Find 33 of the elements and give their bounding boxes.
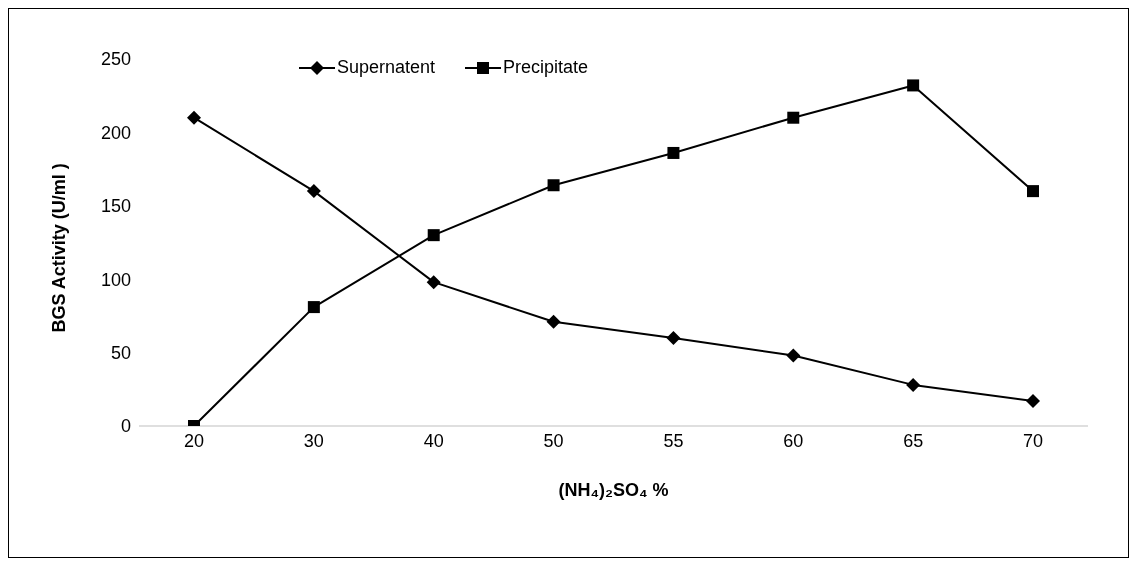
x-tick-label: 70	[1022, 430, 1044, 451]
point	[786, 348, 801, 363]
x-tick-label: 55	[663, 430, 684, 451]
point	[546, 314, 561, 329]
point	[1027, 185, 1039, 198]
point	[667, 146, 680, 159]
x-tick-label: 20	[183, 430, 205, 451]
point	[187, 110, 201, 125]
legend-label: Supernatent	[337, 57, 436, 78]
y-tick-label: 250	[100, 49, 131, 70]
point	[307, 301, 320, 314]
y-tick-label: 0	[120, 416, 131, 437]
x-tick-label: 30	[303, 430, 324, 451]
x-tick-label: 65	[903, 430, 924, 451]
point	[666, 330, 681, 345]
point	[907, 79, 920, 92]
point	[427, 229, 440, 242]
legend-label: Precipitate	[503, 57, 589, 78]
y-tick-label: 50	[110, 342, 131, 363]
point	[1026, 394, 1040, 409]
y-tick-label: 200	[100, 122, 131, 143]
x-axis-title: (NH₄)₂SO₄ %	[558, 480, 669, 500]
x-tick-label: 40	[423, 430, 444, 451]
point	[906, 377, 921, 392]
point	[787, 111, 800, 124]
point	[306, 184, 321, 199]
point	[426, 275, 441, 290]
x-tick-label: 50	[543, 430, 564, 451]
point	[547, 179, 560, 192]
y-axis-title: BGS Activity (U/ml )	[49, 163, 70, 333]
y-tick-label: 150	[100, 196, 131, 217]
y-tick-label: 100	[100, 269, 131, 290]
x-tick-label: 60	[783, 430, 804, 451]
